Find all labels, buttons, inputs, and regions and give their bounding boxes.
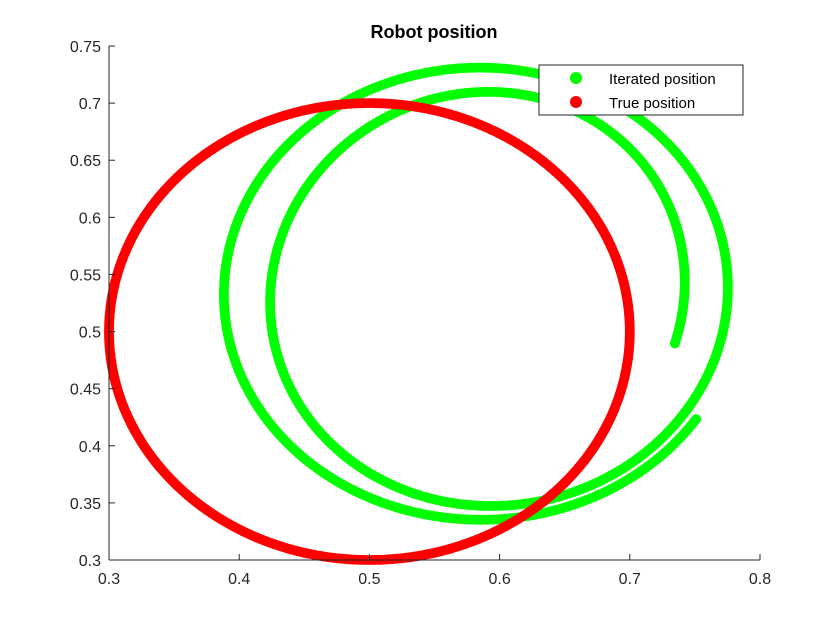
legend-label-iterated: Iterated position <box>609 71 716 88</box>
x-tick-label: 0.5 <box>358 571 380 588</box>
y-tick-label: 0.3 <box>79 553 101 570</box>
x-tick-label: 0.8 <box>749 571 771 588</box>
x-tick-label: 0.3 <box>98 571 120 588</box>
x-tick-label: 0.4 <box>228 571 250 588</box>
true-position-point <box>624 329 635 340</box>
y-tick-label: 0.45 <box>70 382 101 399</box>
legend-label-true: True position <box>609 95 695 112</box>
x-tick-label: 0.6 <box>488 571 510 588</box>
y-ticks: 0.3 0.35 0.4 0.45 0.5 0.55 0.6 0.65 0.7 0.75 <box>70 39 115 570</box>
x-tick-label: 0.7 <box>619 571 641 588</box>
y-tick-label: 0.55 <box>70 267 101 284</box>
chart-title: Robot position <box>371 22 498 42</box>
legend: Iterated position True position <box>538 64 744 116</box>
legend-marker-iterated <box>570 72 582 84</box>
y-tick-label: 0.6 <box>79 210 101 227</box>
axes-layer <box>108 46 760 561</box>
plot-background <box>109 46 760 560</box>
y-tick-label: 0.35 <box>70 496 101 513</box>
x-ticks: 0.3 0.4 0.5 0.6 0.7 0.8 <box>98 554 771 588</box>
legend-marker-true <box>570 96 582 108</box>
y-tick-label: 0.7 <box>79 96 101 113</box>
y-tick-label: 0.65 <box>70 153 101 170</box>
y-tick-label: 0.75 <box>70 39 101 56</box>
y-tick-label: 0.4 <box>79 439 101 456</box>
iterated-position-point <box>691 414 702 425</box>
y-tick-label: 0.5 <box>79 325 101 342</box>
